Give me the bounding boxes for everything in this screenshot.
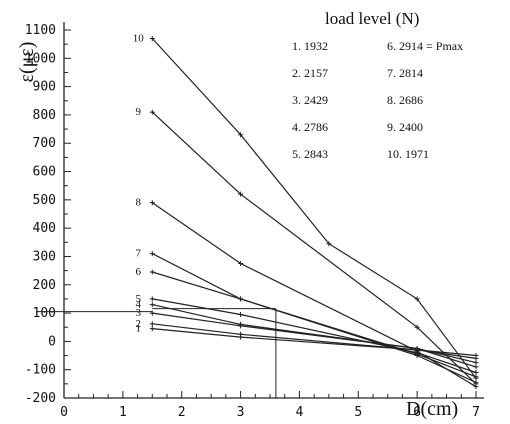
y-tick-label: 0 [48,334,56,349]
series-line-1 [152,328,477,357]
data-point [473,375,479,381]
series-line-10 [151,38,477,379]
data-point [238,296,244,302]
data-point [149,296,155,302]
data-point [473,355,479,361]
series-label: 9 [136,106,142,118]
y-axis-label: ε(με) [16,42,38,83]
series-line-8 [151,202,477,388]
data-point [473,364,479,370]
legend-entry: 5. 2843 [292,147,328,161]
series-line-6 [152,271,477,378]
data-point [149,321,155,327]
series-label: 1 [136,323,142,335]
legend-entry: 6. 2914 = Pmax [387,39,463,53]
data-point [238,132,244,138]
data-point [473,360,479,366]
x-tick-label: 4 [296,405,304,420]
series-label: 6 [136,266,142,278]
y-tick-label: 900 [33,80,56,95]
series-label: 7 [136,248,142,260]
legend-entry: 8. 2686 [387,93,423,107]
y-tick-label: 1100 [25,23,56,38]
data-point [414,324,420,330]
legend-entry: 9. 2400 [387,120,423,134]
x-tick-label: 5 [354,405,362,420]
data-point [149,109,155,115]
legend-entry: 3. 2429 [292,93,328,107]
y-tick-label: 600 [33,165,56,180]
y-tick-label: 400 [33,221,56,236]
y-tick-label: -200 [25,391,56,406]
series-label: 10 [133,32,145,44]
x-tick-label: 2 [178,405,186,420]
data-point [414,296,420,302]
data-point [149,200,155,206]
x-axis-label: D(cm) [406,398,458,420]
x-tick-label: 7 [472,405,480,420]
series-label: 3 [136,307,142,319]
series-line-4 [152,304,477,368]
y-tick-label: 800 [33,108,56,123]
data-point [149,326,155,332]
data-point [473,381,479,387]
data-point [238,261,244,267]
data-point [238,321,244,327]
annotation-group [36,308,277,398]
axes: -200-10001002003004005006007008009001000… [25,22,484,420]
x-tick-label: 3 [237,405,245,420]
data-point [238,191,244,197]
legend-title: load level (N) [325,9,419,28]
legend-entry: 7. 2814 [387,66,423,80]
legend-entry: 1. 1932 [292,39,328,53]
legend-entry: 2. 2157 [292,66,328,80]
legend: load level (N) 1. 1932 2. 2157 3. 2429 4. 2… [292,9,463,161]
series-label: 8 [136,197,142,209]
series-label: 2 [136,318,142,330]
data-point [149,35,155,41]
x-tick-label: 0 [60,405,68,420]
y-tick-label: 300 [33,249,56,264]
legend-entry: 4. 2786 [292,120,328,134]
data-point [414,348,420,354]
data-point [149,310,155,316]
y-tick-label: 700 [33,136,56,151]
data-point [149,302,155,308]
y-tick-label: 1000 [25,51,56,66]
data-point [414,353,420,359]
data-point [473,370,479,376]
legend-entry: 10. 1971 [387,147,429,161]
series-line-9 [151,111,477,385]
series-label: 5 [136,293,142,305]
x-tick-label: 6 [413,405,421,420]
y-tick-label: 100 [33,306,56,321]
data-point [238,311,244,317]
data-point [238,331,244,337]
y-tick-label: 500 [33,193,56,208]
data-point [326,241,332,247]
y-tick-label: 200 [33,278,56,293]
series-line-2 [152,323,477,359]
data-point [149,251,155,257]
x-tick-label: 1 [119,405,127,420]
series-label: 4 [136,299,142,311]
y-tick-label: -100 [25,363,56,378]
series-line-7 [152,253,477,383]
data-point [149,269,155,275]
series-line-5 [152,298,477,374]
